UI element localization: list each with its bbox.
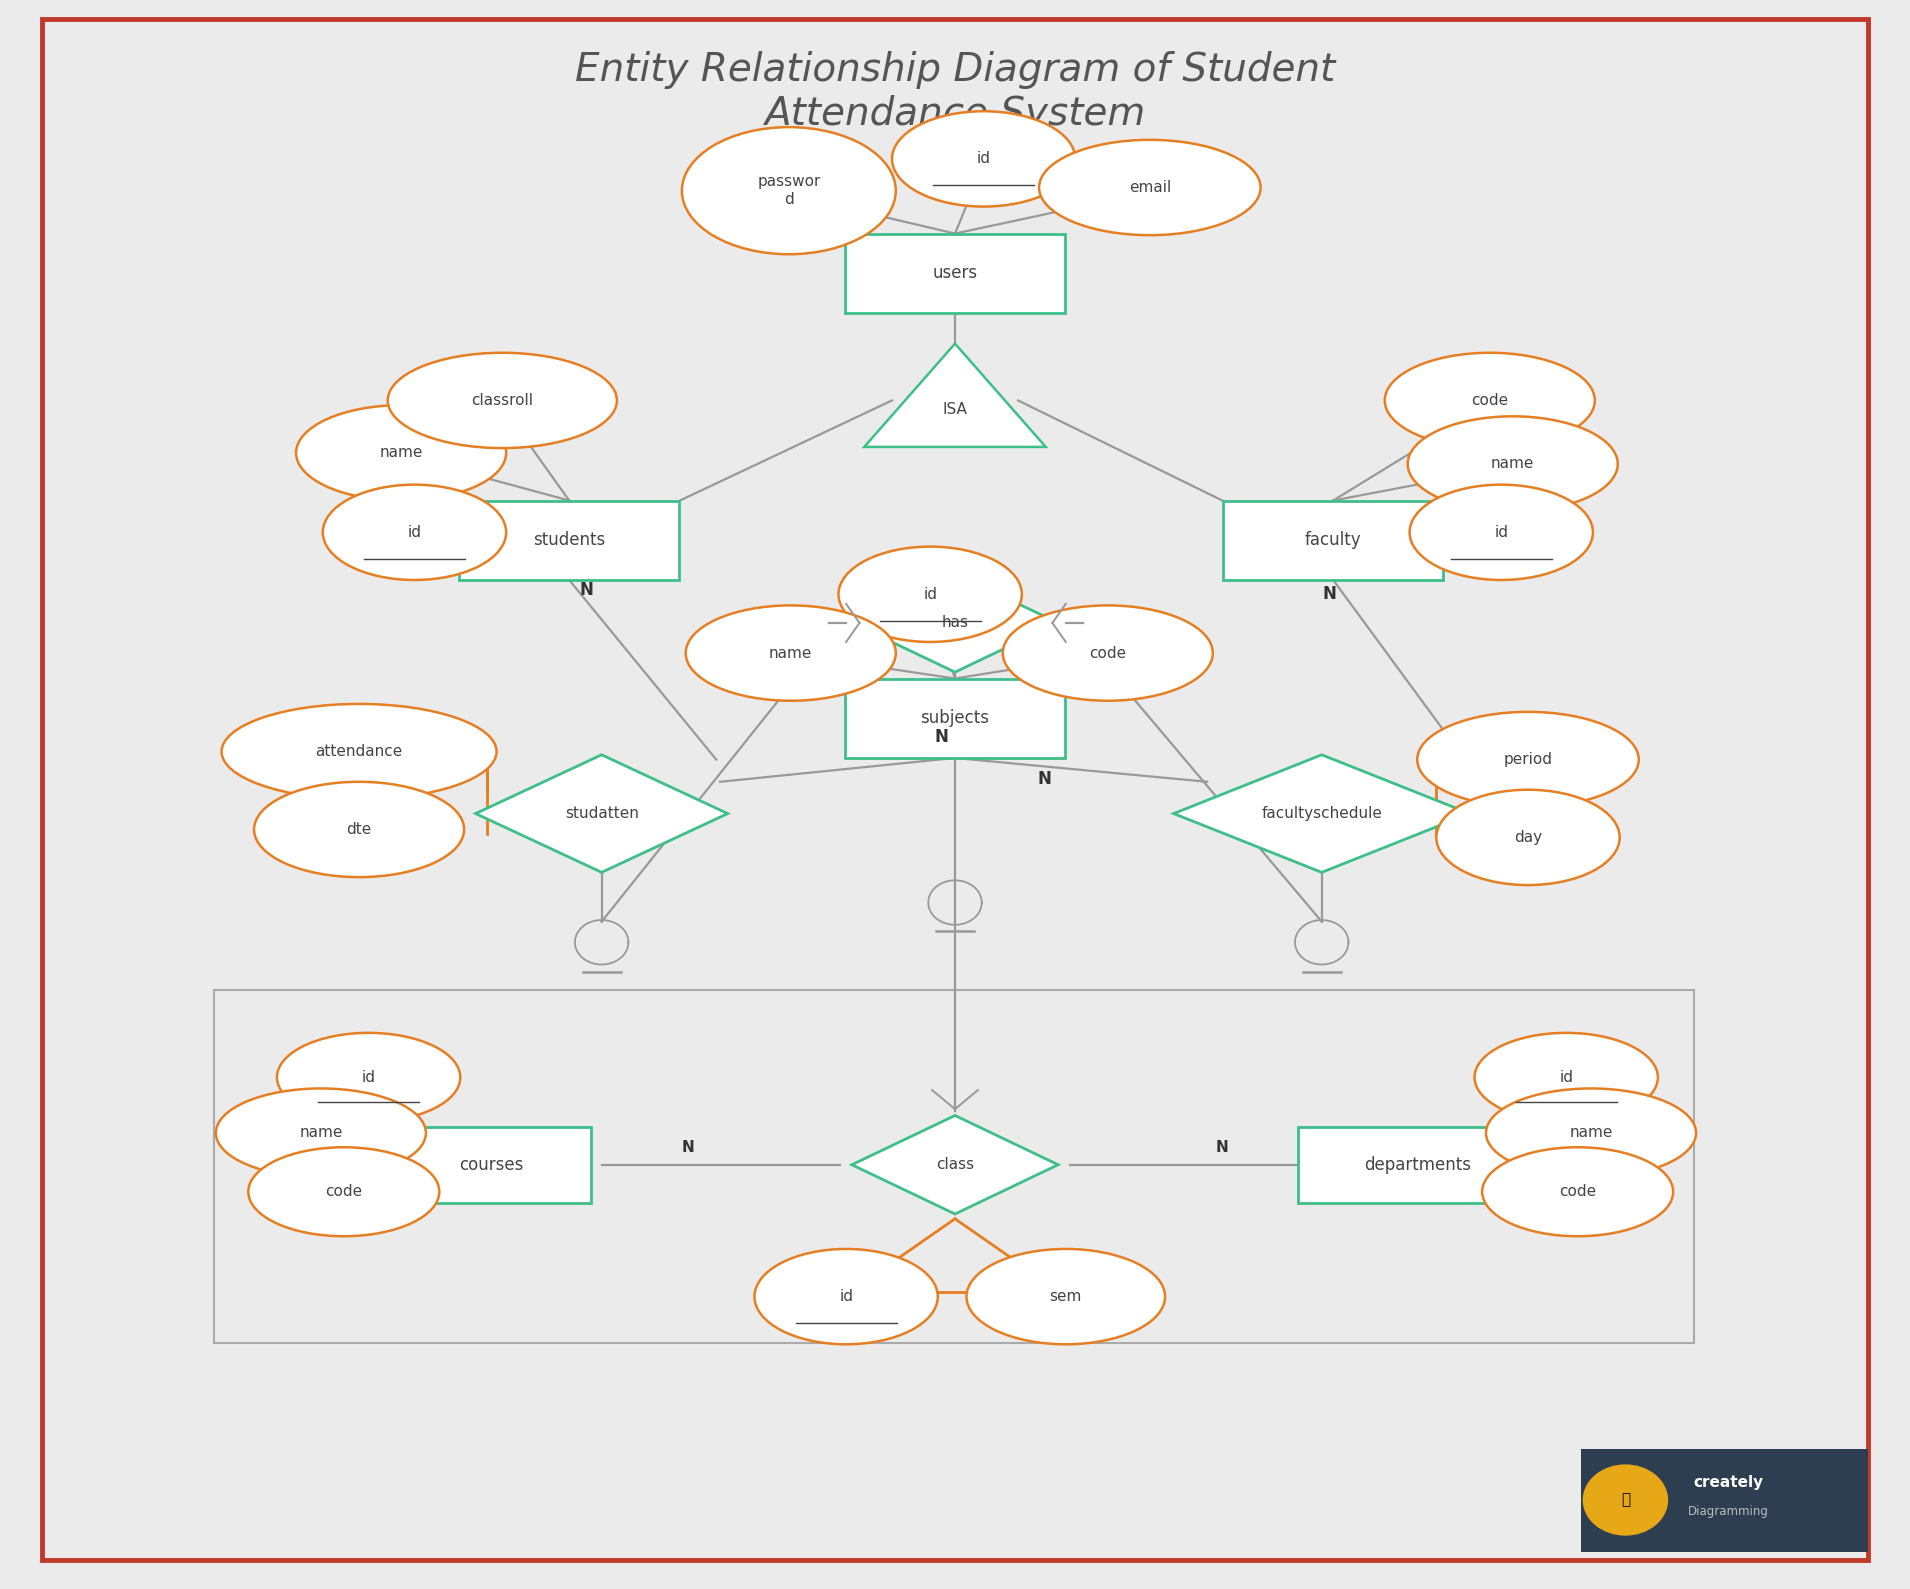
Ellipse shape [1482, 1147, 1673, 1236]
Text: N: N [1217, 1139, 1228, 1155]
Text: name: name [770, 645, 812, 661]
Ellipse shape [1408, 416, 1618, 512]
Ellipse shape [682, 127, 896, 254]
Text: studatten: studatten [565, 806, 638, 822]
Ellipse shape [1385, 353, 1595, 448]
Ellipse shape [838, 547, 1022, 642]
Text: subjects: subjects [921, 709, 989, 728]
Ellipse shape [1410, 485, 1593, 580]
FancyBboxPatch shape [844, 679, 1066, 758]
Ellipse shape [1475, 1033, 1658, 1122]
Text: id: id [407, 524, 422, 540]
Text: has: has [942, 615, 968, 631]
Text: sem: sem [1050, 1289, 1081, 1305]
Text: id: id [976, 151, 991, 167]
Ellipse shape [754, 1249, 938, 1344]
Text: day: day [1515, 829, 1541, 845]
Polygon shape [1173, 755, 1471, 872]
Text: Entity Relationship Diagram of Student
Attendance System: Entity Relationship Diagram of Student A… [575, 51, 1335, 133]
Text: name: name [380, 445, 422, 461]
Text: attendance: attendance [315, 744, 403, 760]
Text: code: code [1559, 1184, 1597, 1200]
Text: name: name [300, 1125, 342, 1141]
Text: classroll: classroll [472, 392, 533, 408]
Text: students: students [533, 531, 605, 550]
FancyBboxPatch shape [42, 19, 1868, 1560]
Ellipse shape [277, 1033, 460, 1122]
Text: creately: creately [1694, 1475, 1763, 1490]
FancyBboxPatch shape [392, 1127, 592, 1203]
Text: N: N [579, 580, 594, 599]
Text: N: N [934, 728, 949, 747]
Text: N: N [682, 1139, 693, 1155]
Ellipse shape [248, 1147, 439, 1236]
FancyBboxPatch shape [1581, 1449, 1868, 1552]
Text: id: id [838, 1289, 854, 1305]
Text: courses: courses [458, 1155, 523, 1174]
Text: email: email [1129, 180, 1171, 195]
FancyBboxPatch shape [458, 501, 680, 580]
Text: class: class [936, 1157, 974, 1173]
Ellipse shape [216, 1088, 426, 1177]
Text: period: period [1503, 752, 1553, 767]
FancyBboxPatch shape [1299, 1127, 1538, 1203]
Text: name: name [1492, 456, 1534, 472]
Text: departments: departments [1364, 1155, 1471, 1174]
Ellipse shape [222, 704, 497, 799]
Text: id: id [361, 1069, 376, 1085]
Text: N: N [1322, 585, 1337, 604]
Ellipse shape [1003, 605, 1213, 701]
Ellipse shape [966, 1249, 1165, 1344]
Ellipse shape [388, 353, 617, 448]
Text: id: id [1559, 1069, 1574, 1085]
Text: dte: dte [346, 822, 372, 837]
Ellipse shape [892, 111, 1075, 207]
Ellipse shape [323, 485, 506, 580]
Polygon shape [863, 343, 1047, 447]
Text: 💡: 💡 [1622, 1492, 1629, 1508]
Text: users: users [932, 264, 978, 283]
Ellipse shape [1486, 1088, 1696, 1177]
Ellipse shape [296, 405, 506, 501]
Ellipse shape [1417, 712, 1639, 807]
Text: faculty: faculty [1305, 531, 1362, 550]
Ellipse shape [1039, 140, 1261, 235]
Polygon shape [852, 574, 1058, 672]
Text: ISA: ISA [942, 402, 968, 418]
Text: facultyschedule: facultyschedule [1261, 806, 1383, 822]
Ellipse shape [686, 605, 896, 701]
Text: N: N [1037, 769, 1052, 788]
Text: passwor
d: passwor d [756, 175, 821, 207]
Polygon shape [852, 1115, 1058, 1214]
FancyBboxPatch shape [844, 234, 1066, 313]
Ellipse shape [1436, 790, 1620, 885]
Text: id: id [923, 586, 938, 602]
Polygon shape [476, 755, 728, 872]
FancyBboxPatch shape [1222, 501, 1444, 580]
Text: name: name [1570, 1125, 1612, 1141]
Text: id: id [1494, 524, 1509, 540]
Text: Diagramming: Diagramming [1688, 1505, 1769, 1517]
Text: code: code [325, 1184, 363, 1200]
Text: code: code [1471, 392, 1509, 408]
Circle shape [1583, 1465, 1667, 1535]
Ellipse shape [254, 782, 464, 877]
Text: code: code [1089, 645, 1127, 661]
